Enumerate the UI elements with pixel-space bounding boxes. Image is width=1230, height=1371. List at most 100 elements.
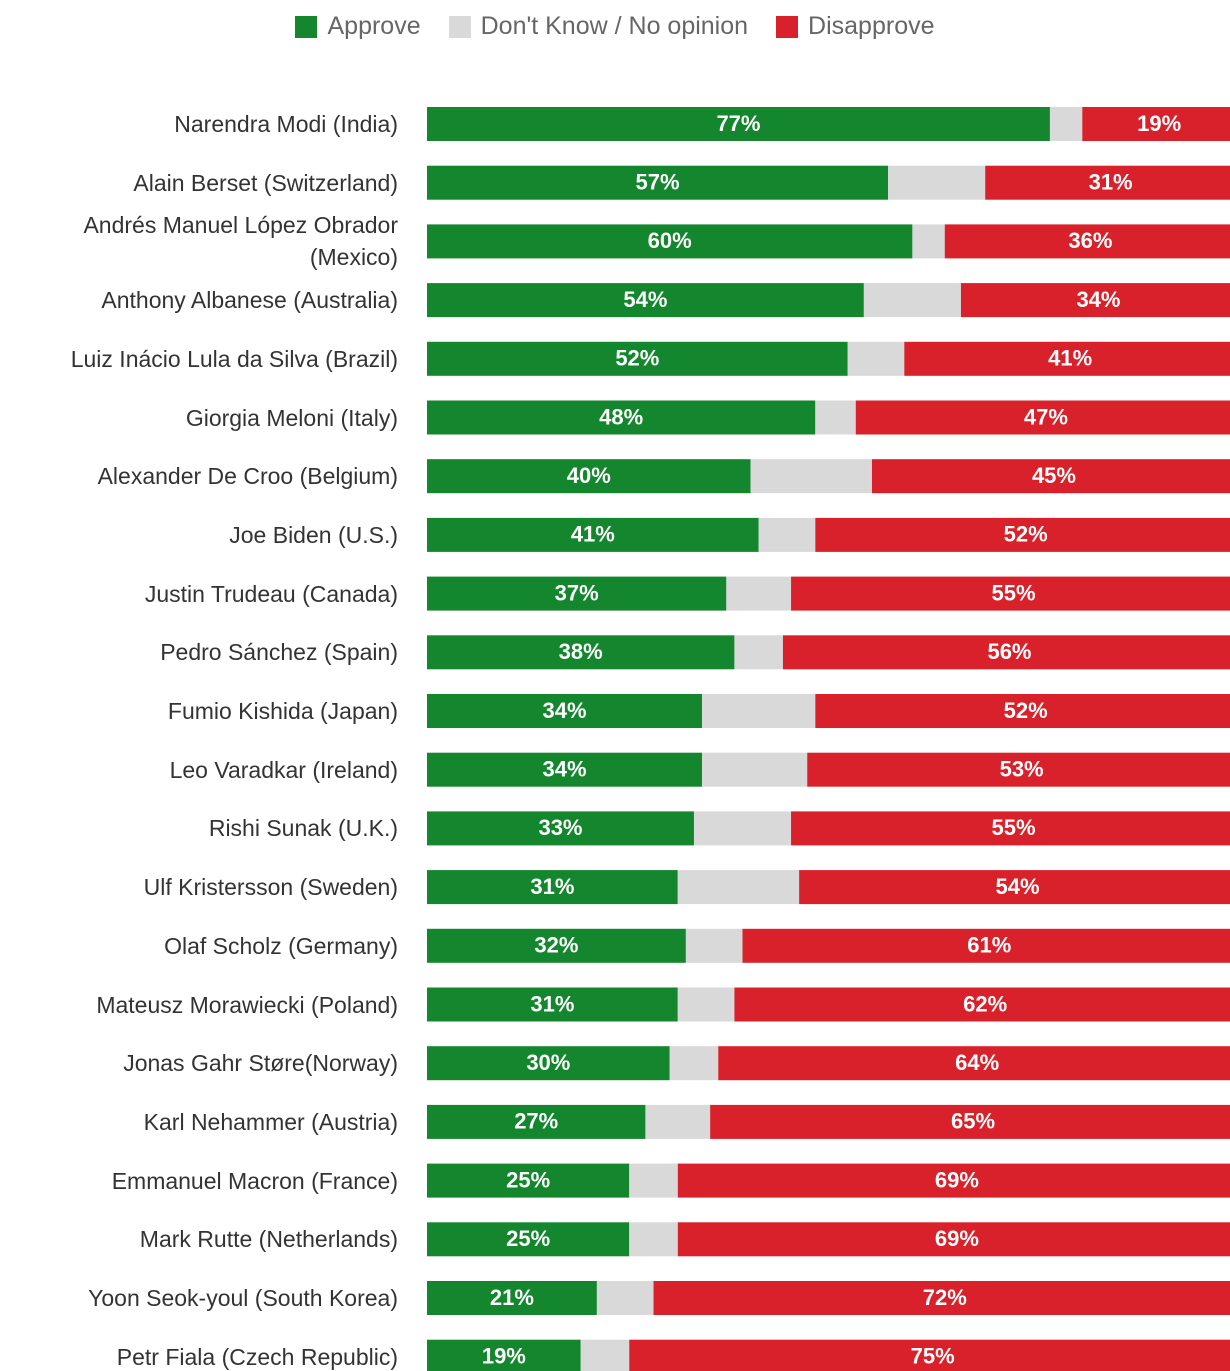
- bar-segment: [427, 283, 864, 318]
- value-label: 31%: [1089, 170, 1133, 195]
- value-label: 19%: [482, 1344, 526, 1369]
- bar-segment: [427, 1163, 630, 1198]
- bar-segment: [629, 1163, 678, 1198]
- bar-segment: [718, 1046, 1230, 1081]
- value-label: 54%: [996, 874, 1040, 899]
- value-label: 56%: [987, 639, 1031, 664]
- value-label: 34%: [543, 698, 587, 723]
- category-label: Yoon Seok-youl (South Korea): [88, 1285, 398, 1311]
- bar-segment: [427, 635, 735, 670]
- category-label: Olaf Scholz (Germany): [164, 932, 398, 959]
- bar-segment: [944, 224, 1230, 259]
- value-label: 55%: [992, 580, 1036, 605]
- bar-segment: [847, 341, 905, 376]
- bar-segment: [960, 283, 1230, 318]
- value-label: 69%: [935, 1167, 979, 1192]
- bar-segment: [677, 987, 735, 1022]
- bar-segment: [807, 752, 1230, 787]
- legend-swatch: [448, 15, 471, 38]
- bar-segment: [427, 811, 694, 846]
- bar-segment: [427, 1046, 670, 1081]
- value-label: 72%: [923, 1285, 967, 1310]
- legend-label: Disapprove: [808, 12, 935, 40]
- bar-segment: [863, 283, 961, 318]
- value-label: 55%: [992, 815, 1036, 840]
- value-label: 47%: [1024, 404, 1068, 429]
- legend-swatch: [295, 15, 318, 38]
- bar-segment: [815, 694, 1230, 728]
- value-label: 69%: [935, 1226, 979, 1251]
- category-label: Joe Biden (U.S.): [229, 521, 398, 548]
- bar-segment: [750, 459, 872, 494]
- category-label: Alexander De Croo (Belgium): [97, 463, 398, 490]
- value-label: 48%: [599, 404, 643, 429]
- legend-item: Don't Know / No opinion: [448, 12, 749, 41]
- bar-segment: [677, 870, 800, 905]
- bar-segment: [888, 165, 986, 200]
- value-label: 37%: [555, 580, 599, 605]
- value-label: 61%: [967, 933, 1011, 958]
- bar-segment: [580, 1339, 630, 1371]
- value-label: 32%: [534, 933, 578, 958]
- bar-segment: [758, 517, 816, 552]
- value-label: 30%: [526, 1050, 570, 1075]
- bar-segment: [782, 635, 1230, 670]
- bar-segment: [791, 576, 1230, 611]
- category-label: Justin Trudeau (Canada): [144, 580, 398, 607]
- value-label: 77%: [716, 111, 760, 136]
- bar-segment: [799, 870, 1230, 905]
- bar-segment: [427, 165, 889, 200]
- bar-segment: [427, 987, 678, 1022]
- category-label: Anthony Albanese (Australia): [101, 287, 398, 314]
- category-label: Giorgia Meloni (Italy): [185, 404, 398, 431]
- category-label: Pedro Sánchez (Spain): [160, 639, 398, 666]
- bar-segment: [985, 165, 1230, 200]
- value-label: 38%: [559, 639, 603, 664]
- value-label: 31%: [530, 874, 574, 899]
- bar-segment: [1082, 107, 1230, 141]
- category-label: Petr Fiala (Czech Republic): [116, 1343, 398, 1370]
- bar-segment: [427, 107, 1050, 141]
- value-label: 19%: [1137, 111, 1181, 136]
- bar-segment: [912, 224, 945, 259]
- value-label: 25%: [506, 1226, 550, 1251]
- legend: Approve Don't Know / No opinion Disapprove: [0, 12, 1230, 41]
- bar-segment: [427, 1104, 646, 1139]
- category-label: Karl Nehammer (Austria): [143, 1108, 398, 1135]
- value-label: 64%: [955, 1050, 999, 1075]
- bar-segment: [427, 1281, 597, 1315]
- bar-segment: [693, 811, 792, 846]
- bar-segment: [855, 400, 1230, 435]
- bar-segment: [427, 576, 727, 611]
- value-label: 36%: [1068, 228, 1112, 253]
- value-label: 57%: [636, 170, 680, 195]
- bar-segment: [677, 1222, 1230, 1257]
- value-label: 27%: [514, 1109, 558, 1134]
- legend-label: Don't Know / No opinion: [480, 12, 749, 40]
- value-label: 31%: [530, 991, 574, 1016]
- bar-segment: [815, 517, 1230, 552]
- legend-item: Approve: [295, 12, 421, 41]
- bar-segment: [427, 1339, 581, 1371]
- bar-segment: [596, 1281, 654, 1315]
- bar-segment: [1049, 107, 1083, 141]
- legend-swatch: [776, 15, 799, 38]
- bar-segment: [677, 1163, 1230, 1198]
- bar-segment: [734, 635, 783, 670]
- category-label: Andrés Manuel López Obrador (Mexico): [83, 212, 398, 271]
- value-label: 21%: [490, 1285, 534, 1310]
- bar-segment: [815, 400, 856, 435]
- value-label: 45%: [1032, 463, 1076, 488]
- bar-segment: [871, 459, 1230, 494]
- value-label: 52%: [1004, 698, 1048, 723]
- value-label: 40%: [567, 463, 611, 488]
- category-label: Narendra Modi (India): [174, 111, 398, 137]
- bar-segment: [427, 694, 703, 728]
- value-label: 41%: [571, 522, 615, 547]
- bar-segment: [653, 1281, 1230, 1315]
- bar-segment: [904, 341, 1230, 376]
- value-label: 25%: [506, 1167, 550, 1192]
- bar-segment: [427, 928, 686, 963]
